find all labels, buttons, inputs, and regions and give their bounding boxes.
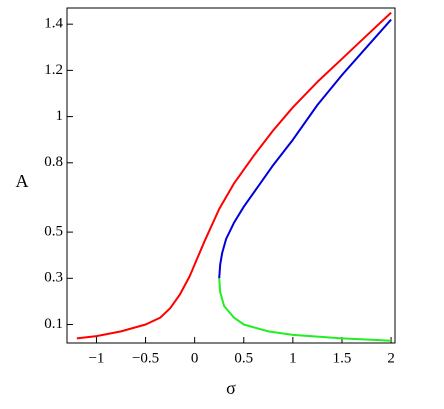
y-tick-label: 1.2 — [44, 62, 63, 78]
y-tick-label: 0.8 — [44, 154, 63, 170]
y-tick-label: 0.1 — [44, 316, 63, 332]
y-tick-label: 0.5 — [44, 224, 63, 240]
curve — [76, 11, 392, 340]
x-tick-label: 2 — [387, 350, 395, 366]
curve — [218, 18, 392, 279]
y-axis-title: A — [16, 171, 29, 191]
y-tick-label: 1 — [56, 108, 64, 124]
x-tick-label: 0 — [191, 350, 199, 366]
x-tick-label: −1 — [88, 350, 104, 366]
y-tick-label: 1.4 — [44, 16, 63, 32]
plot-frame — [66, 7, 396, 344]
curve — [218, 278, 392, 342]
y-tick-label: 0.3 — [44, 270, 63, 286]
x-tick-label: 1.5 — [333, 350, 352, 366]
x-tick-label: −0.5 — [132, 350, 159, 366]
x-axis-title: σ — [226, 378, 236, 398]
x-tick-label: 1 — [289, 350, 297, 366]
x-tick-label: 0.5 — [234, 350, 253, 366]
